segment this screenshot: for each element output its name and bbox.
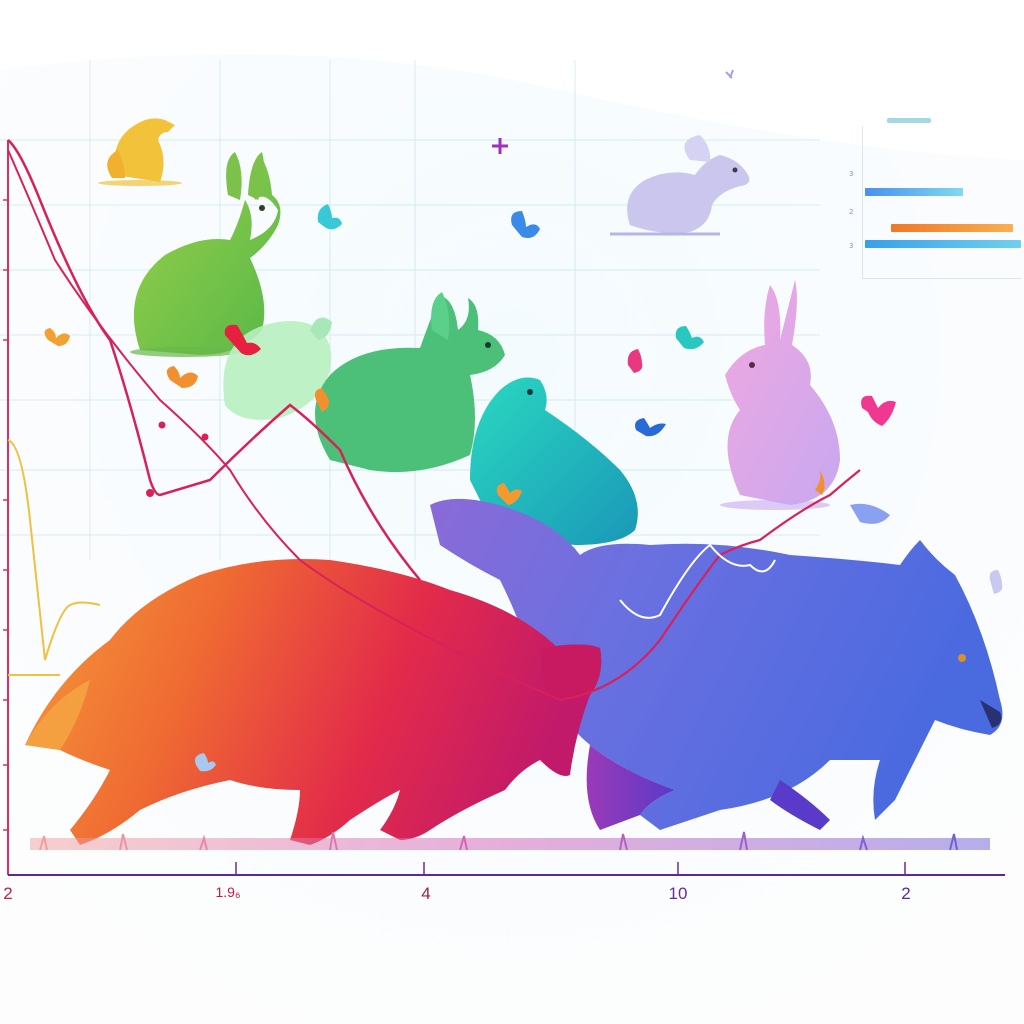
legend-row-digit-2: 2: [849, 208, 854, 216]
legend-row-digit-3: 3: [849, 242, 854, 250]
butterfly-pink-1: [627, 349, 643, 373]
butterfly-blue-2: [635, 418, 666, 437]
x-tick-label-1: 2: [3, 884, 13, 903]
sparkle-purple: [492, 138, 508, 154]
grass-strip: [30, 831, 990, 851]
butterfly-red: [224, 324, 261, 356]
legend-bar-blue-2: [865, 240, 1021, 248]
green-rabbit: [130, 152, 281, 357]
green-rabbit-front: [315, 292, 505, 473]
butterfly-teal-1: [675, 326, 704, 350]
main-series-line: [7, 139, 861, 702]
mini-legend-panel: 3 2 3: [849, 118, 1021, 279]
blue-violet-wolf: [430, 498, 1003, 830]
butterfly-orange-4: [314, 388, 330, 412]
butterflies: [44, 69, 1003, 772]
sparkle-violet: [725, 69, 734, 79]
butterfly-orange-2: [166, 366, 198, 388]
x-axis-ticks: [235, 862, 906, 875]
legend-bar-orange: [891, 224, 1013, 232]
butterfly-lightblue: [195, 753, 216, 772]
butterfly-magenta: [861, 395, 896, 426]
butterfly-lavender: [989, 570, 1003, 594]
orange-ribbon: [815, 470, 825, 495]
butterfly-cyan-1: [317, 204, 342, 230]
red-orange-fox: [25, 559, 602, 845]
x-tick-label-3: 4: [421, 884, 431, 903]
butterfly-orange-3: [496, 483, 522, 505]
x-tick-label-5: 2: [901, 884, 911, 903]
yellow-series-line: [7, 439, 101, 661]
pink-rabbit: [720, 280, 840, 510]
blue-ribbon: [850, 503, 890, 524]
y-axis-ticks: [3, 199, 8, 831]
legend-bar-blue: [865, 188, 963, 196]
x-tick-label-4: 10: [668, 884, 688, 903]
lavender-rabbit: [610, 135, 750, 236]
x-tick-label-2: 1.9₆: [215, 884, 241, 900]
butterfly-orange-1: [44, 328, 70, 346]
legend-row-digit-1: 3: [849, 170, 854, 178]
soft-hill: [0, 0, 1024, 160]
small-yellow-squirrel: [98, 118, 182, 186]
butterfly-blue-1: [511, 211, 540, 238]
legend-header-mark: [887, 118, 931, 123]
